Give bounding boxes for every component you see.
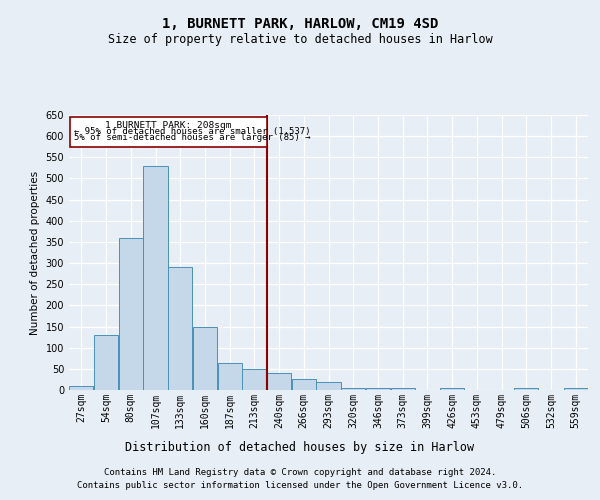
Text: ← 95% of detached houses are smaller (1,537): ← 95% of detached houses are smaller (1,… — [74, 127, 310, 136]
Bar — [366, 388, 390, 390]
Bar — [514, 388, 538, 390]
Bar — [242, 369, 266, 390]
Bar — [70, 117, 267, 146]
Text: 5% of semi-detached houses are larger (85) →: 5% of semi-detached houses are larger (8… — [74, 133, 310, 142]
Bar — [341, 388, 365, 390]
Text: Contains HM Land Registry data © Crown copyright and database right 2024.: Contains HM Land Registry data © Crown c… — [104, 468, 496, 477]
Text: Distribution of detached houses by size in Harlow: Distribution of detached houses by size … — [125, 441, 475, 454]
Y-axis label: Number of detached properties: Number of detached properties — [30, 170, 40, 334]
Bar — [168, 268, 193, 390]
Bar — [316, 382, 341, 390]
Bar — [267, 373, 291, 390]
Bar — [563, 388, 588, 390]
Bar — [440, 388, 464, 390]
Bar — [94, 335, 118, 390]
Bar — [391, 388, 415, 390]
Text: 1 BURNETT PARK: 208sqm: 1 BURNETT PARK: 208sqm — [105, 120, 232, 130]
Bar — [218, 362, 242, 390]
Bar — [292, 378, 316, 390]
Bar — [69, 386, 94, 390]
Text: Size of property relative to detached houses in Harlow: Size of property relative to detached ho… — [107, 32, 493, 46]
Bar — [119, 238, 143, 390]
Text: 1, BURNETT PARK, HARLOW, CM19 4SD: 1, BURNETT PARK, HARLOW, CM19 4SD — [162, 18, 438, 32]
Bar — [143, 166, 167, 390]
Bar — [193, 326, 217, 390]
Text: Contains public sector information licensed under the Open Government Licence v3: Contains public sector information licen… — [77, 482, 523, 490]
